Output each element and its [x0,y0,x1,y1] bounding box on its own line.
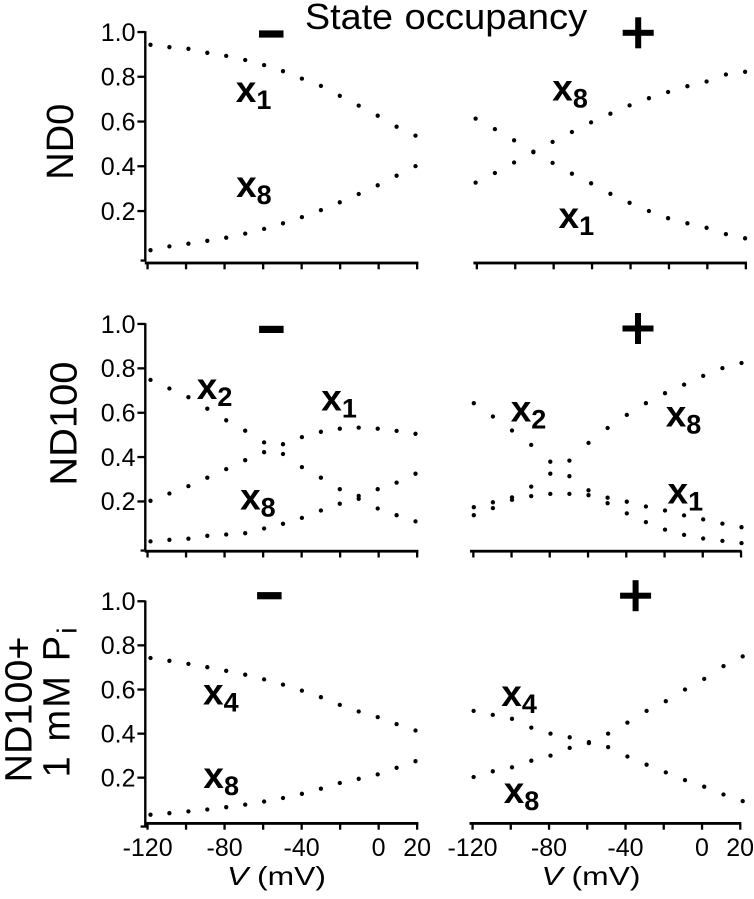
svg-text:x1: x1 [321,378,357,424]
svg-text:0.2: 0.2 [101,765,136,793]
svg-text:x1: x1 [559,195,595,241]
svg-text:0.6: 0.6 [101,108,136,136]
svg-text:20: 20 [726,834,754,862]
svg-text:0: 0 [695,834,709,862]
svg-text:ND100+: ND100+ [0,637,41,783]
svg-text:0.4: 0.4 [101,720,136,748]
svg-text:0.8: 0.8 [101,632,136,660]
svg-text:1.0: 1.0 [101,311,136,339]
svg-text:0.4: 0.4 [101,153,136,181]
svg-text:State: State [305,0,393,37]
svg-text:1.0: 1.0 [101,588,136,616]
svg-text:ND0: ND0 [40,104,82,180]
svg-text:0.4: 0.4 [101,444,136,472]
svg-text:V (mV): V (mV) [542,861,641,891]
svg-text:occupancy: occupancy [405,0,588,37]
svg-text:-80: -80 [531,834,567,862]
svg-text:1.0: 1.0 [101,19,136,47]
svg-text:V (mV): V (mV) [227,861,326,891]
svg-text:0.2: 0.2 [101,198,136,226]
svg-text:ND100: ND100 [44,362,86,486]
svg-text:x4: x4 [203,672,239,718]
svg-text:0: 0 [372,834,386,862]
svg-text:-120: -120 [123,834,173,862]
svg-text:-120: -120 [447,834,497,862]
svg-text:0.8: 0.8 [101,355,136,383]
svg-text:20: 20 [403,834,431,862]
svg-text:0.6: 0.6 [101,676,136,704]
svg-text:-80: -80 [207,834,243,862]
svg-text:-40: -40 [284,834,320,862]
svg-text:1 mM Pi: 1 mM Pi [37,628,83,778]
svg-text:0.6: 0.6 [101,400,136,428]
svg-text:-40: -40 [607,834,643,862]
svg-text:0.2: 0.2 [101,488,136,516]
svg-text:0.8: 0.8 [101,64,136,92]
